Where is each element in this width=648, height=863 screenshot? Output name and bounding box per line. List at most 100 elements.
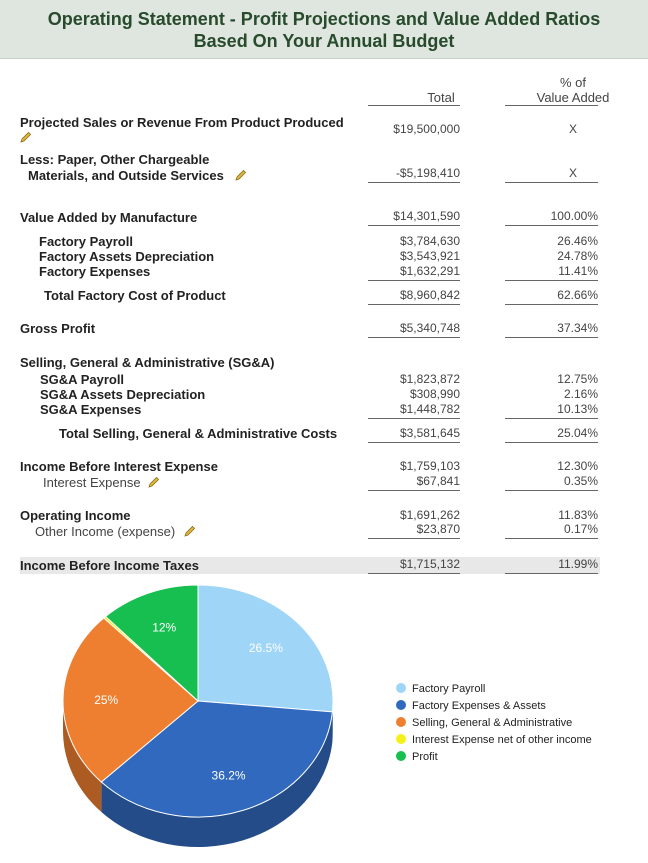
column-header-pct-line2: Value Added (536, 90, 610, 105)
column-header-pct-line1: % of (559, 75, 586, 90)
pie-label-0: 26.5% (249, 641, 283, 655)
page-header: Operating Statement - Profit Projections… (0, 0, 648, 59)
factory-expenses-total: $1,632,291 (399, 264, 460, 278)
underline (505, 442, 598, 443)
total-factory-total: $8,960,842 (399, 288, 460, 302)
highlight-row-background (20, 557, 600, 574)
underline (368, 182, 460, 183)
legend-swatch (396, 717, 406, 728)
legend-label: Profit (412, 751, 438, 763)
underline (505, 490, 598, 491)
interest-expense-pct: 0.35% (563, 474, 598, 488)
pie-label-2: 25% (94, 693, 118, 707)
income-before-taxes-pct: 11.99% (558, 557, 598, 571)
underline (505, 538, 598, 539)
underline (368, 337, 460, 338)
underline (368, 280, 460, 281)
total-sga-total: $3,581,645 (399, 426, 460, 440)
underline (368, 225, 460, 226)
legend-label: Selling, General & Administrative (412, 717, 573, 729)
sga-depreciation-total: $308,990 (409, 387, 460, 401)
value-added-total: $14,301,590 (393, 209, 460, 223)
legend-item: Interest Expense net of other income (396, 734, 592, 746)
underline (505, 304, 598, 305)
pie-slice-4 (104, 585, 199, 703)
sga-payroll-total: $1,823,872 (399, 372, 460, 386)
other-income-pct: 0.17% (563, 522, 598, 536)
total-factory-pct: 62.66% (557, 288, 598, 302)
income-before-interest-total: $1,759,103 (399, 459, 460, 473)
row-label-factory-payroll: Factory Payroll (39, 234, 133, 249)
pie-slice-1 (100, 700, 333, 818)
interest-expense-total: $67,841 (416, 474, 460, 488)
operating-income-total: $1,691,262 (399, 508, 460, 522)
row-label-income-before-interest: Income Before Interest Expense (20, 459, 218, 474)
gross-profit-total: $5,340,748 (399, 321, 460, 335)
underline (368, 304, 460, 305)
total-sga-pct: 25.04% (557, 426, 598, 440)
underline (505, 225, 598, 226)
row-label-less-line1: Less: Paper, Other Chargeable (20, 152, 210, 167)
column-underline (368, 105, 460, 106)
factory-expenses-pct: 11.41% (558, 264, 598, 278)
pie-side-2 (63, 701, 102, 812)
legend-label: Interest Expense net of other income (412, 734, 592, 746)
legend-item: Factory Expenses & Assets (396, 700, 546, 712)
sga-depreciation-pct: 2.16% (563, 387, 598, 401)
legend-item: Selling, General & Administrative (396, 717, 572, 729)
less-pct: X (568, 166, 577, 180)
legend-label: Factory Payroll (412, 683, 486, 695)
row-label-factory-expenses: Factory Expenses (39, 264, 151, 279)
row-label-gross-profit: Gross Profit (20, 321, 96, 336)
sga-payroll-pct: 12.75% (557, 372, 598, 386)
pencil-icon[interactable] (235, 169, 247, 181)
row-label-total-factory: Total Factory Cost of Product (44, 288, 226, 303)
underline (368, 442, 460, 443)
row-label-income-before-taxes: Income Before Income Taxes (20, 558, 199, 573)
legend-swatch (396, 683, 406, 694)
sga-expenses-total: $1,448,782 (399, 402, 460, 416)
underline (505, 337, 598, 338)
operating-income-pct: 11.83% (558, 508, 598, 522)
sga-expenses-pct: 10.13% (557, 402, 598, 416)
pencil-icon[interactable] (148, 476, 160, 488)
underline (505, 573, 598, 574)
pencil-icon[interactable] (20, 131, 32, 143)
pie-label-1: 36.2% (212, 768, 246, 782)
column-header-total: Total (427, 90, 455, 105)
legend-swatch (396, 700, 406, 711)
row-label-other-income: Other Income (expense) (35, 524, 176, 539)
factory-depreciation-pct: 24.78% (557, 249, 598, 263)
gross-profit-pct: 37.34% (557, 321, 598, 335)
factory-payroll-pct: 26.46% (557, 234, 598, 248)
row-label-total-sga: Total Selling, General & Administrative … (59, 426, 338, 441)
page-title-line1: Operating Statement - Profit Projections… (47, 9, 601, 29)
legend-swatch (396, 751, 406, 762)
underline (368, 418, 460, 419)
pie-slice-0 (197, 585, 334, 713)
sales-total: $19,500,000 (393, 122, 460, 136)
pie-chart: 26.5% 36.2% 25% 12% (62, 585, 334, 847)
factory-depreciation-total: $3,543,921 (399, 249, 460, 263)
legend-item: Factory Payroll (396, 683, 485, 695)
row-label-sga-heading: Selling, General & Administrative (SG&A) (20, 355, 275, 370)
pencil-icon[interactable] (184, 525, 196, 537)
column-underline (505, 105, 598, 106)
page-title-line2: Based On Your Annual Budget (193, 31, 455, 51)
row-label-sales: Projected Sales or Revenue From Product … (20, 115, 344, 130)
sales-pct: X (568, 122, 577, 136)
income-before-interest-pct: 12.30% (557, 459, 598, 473)
row-label-factory-depreciation: Factory Assets Depreciation (39, 249, 215, 264)
legend-label: Factory Expenses & Assets (412, 700, 546, 712)
row-label-sga-payroll: SG&A Payroll (40, 372, 125, 387)
underline (505, 182, 598, 183)
row-label-value-added: Value Added by Manufacture (20, 210, 198, 225)
legend-item: Profit (396, 751, 438, 763)
less-total: -$5,198,410 (395, 166, 460, 180)
other-income-total: $23,870 (416, 522, 460, 536)
underline (368, 538, 460, 539)
underline (505, 418, 598, 419)
factory-payroll-total: $3,784,630 (399, 234, 460, 248)
row-label-sga-depreciation: SG&A Assets Depreciation (40, 387, 206, 402)
income-before-taxes-total: $1,715,132 (399, 557, 460, 571)
